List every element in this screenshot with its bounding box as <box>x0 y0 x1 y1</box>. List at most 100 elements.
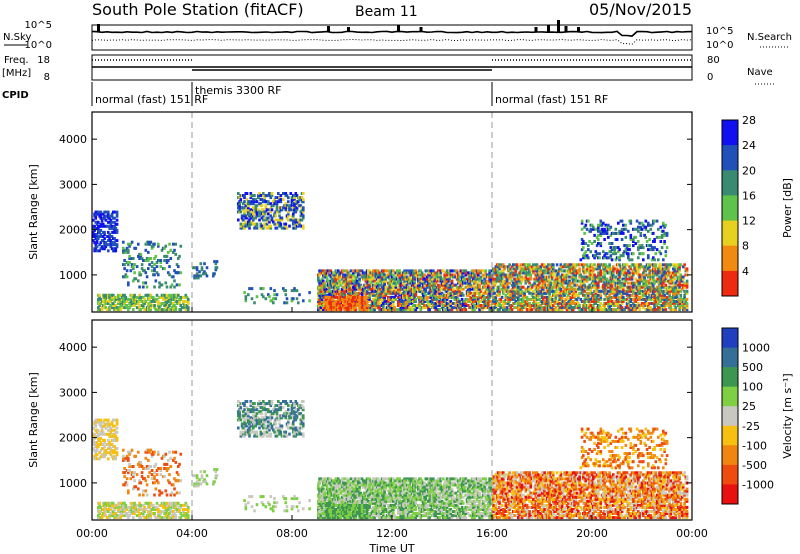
power-cell <box>403 269 406 273</box>
power-cell <box>155 261 159 264</box>
power-cell <box>124 295 128 299</box>
power-cell <box>399 302 403 305</box>
power-cell <box>243 206 246 210</box>
power-cell <box>508 308 511 312</box>
power-cell <box>585 269 589 273</box>
power-cell <box>419 297 423 301</box>
power-cell <box>557 281 560 285</box>
power-cell <box>387 295 390 299</box>
power-cell <box>622 289 625 293</box>
power-cell <box>270 208 274 212</box>
power-cell <box>442 285 445 289</box>
power-cell <box>479 293 483 297</box>
power-cell <box>649 306 653 310</box>
power-cell <box>500 295 504 299</box>
power-cell <box>559 289 563 293</box>
power-cell <box>612 295 615 299</box>
power-cell <box>404 279 408 283</box>
power-cell <box>435 291 439 295</box>
power-cell <box>99 212 103 216</box>
power-cell <box>632 263 635 267</box>
power-cell <box>328 302 331 305</box>
power-cell <box>147 250 150 254</box>
power-cell <box>103 233 106 236</box>
power-cell <box>654 269 658 273</box>
power-cell <box>428 308 431 312</box>
power-cell <box>369 275 373 279</box>
power-cell <box>440 291 444 295</box>
power-cell <box>370 287 374 291</box>
power-cell <box>620 306 624 310</box>
power-cell <box>614 302 618 305</box>
power-cell <box>168 297 171 301</box>
power-cell <box>398 293 401 297</box>
power-cell <box>99 210 103 214</box>
power-cell <box>187 302 190 305</box>
power-cell <box>453 273 456 277</box>
power-cell <box>632 285 635 289</box>
power-cell <box>455 269 459 273</box>
power-cell <box>250 287 254 291</box>
power-cell <box>554 297 558 301</box>
power-cell <box>657 277 660 281</box>
power-cell <box>543 269 546 273</box>
power-cell <box>244 222 248 226</box>
power-cell <box>165 261 169 264</box>
power-cell <box>104 297 108 301</box>
power-cell <box>435 273 439 277</box>
power-cell <box>660 295 664 299</box>
power-cell <box>153 306 156 310</box>
power-cell <box>594 279 598 283</box>
power-cell <box>573 306 576 310</box>
power-cell <box>514 300 518 303</box>
power-cell <box>110 295 114 299</box>
power-cell <box>262 226 265 230</box>
power-cell <box>678 304 681 307</box>
power-cell <box>94 235 98 238</box>
power-cell <box>495 275 499 279</box>
power-cell <box>563 279 566 283</box>
power-cell <box>112 306 115 310</box>
power-cell <box>169 257 173 260</box>
power-cell <box>317 277 320 281</box>
power-cell <box>164 304 168 307</box>
power-cell <box>680 304 684 307</box>
power-cell <box>253 194 256 198</box>
power-cell <box>513 297 516 301</box>
power-cell <box>349 304 353 307</box>
noise-tick-high: 10^5 <box>25 20 52 31</box>
power-cell <box>603 306 606 310</box>
power-cell <box>265 218 269 222</box>
power-cell <box>457 287 460 291</box>
power-cell <box>598 265 601 269</box>
power-cell <box>683 308 686 312</box>
power-cell <box>142 304 145 307</box>
power-cell <box>413 285 416 289</box>
power-cell <box>428 304 431 307</box>
power-cell <box>580 308 584 312</box>
power-cell <box>242 222 245 226</box>
power-cell <box>627 281 630 285</box>
power-cell <box>269 224 273 228</box>
power-cells <box>92 192 689 312</box>
power-cell <box>363 287 366 291</box>
power-cell <box>149 257 153 260</box>
power-cell <box>529 287 533 291</box>
power-cell <box>179 271 183 275</box>
power-cell <box>553 302 556 305</box>
power-cell <box>179 297 183 301</box>
power-cell <box>544 291 548 295</box>
power-cell <box>560 308 564 312</box>
power-cell <box>152 297 155 301</box>
power-cell <box>358 279 361 283</box>
power-cell <box>599 302 603 305</box>
power-cell <box>632 289 635 293</box>
power-cell <box>213 260 216 264</box>
power-cell <box>674 289 678 293</box>
power-cell <box>337 300 340 303</box>
power-cell <box>354 308 358 312</box>
power-cell <box>248 200 251 204</box>
power-cell <box>152 295 155 299</box>
power-cell <box>673 293 676 297</box>
power-cell <box>390 275 394 279</box>
